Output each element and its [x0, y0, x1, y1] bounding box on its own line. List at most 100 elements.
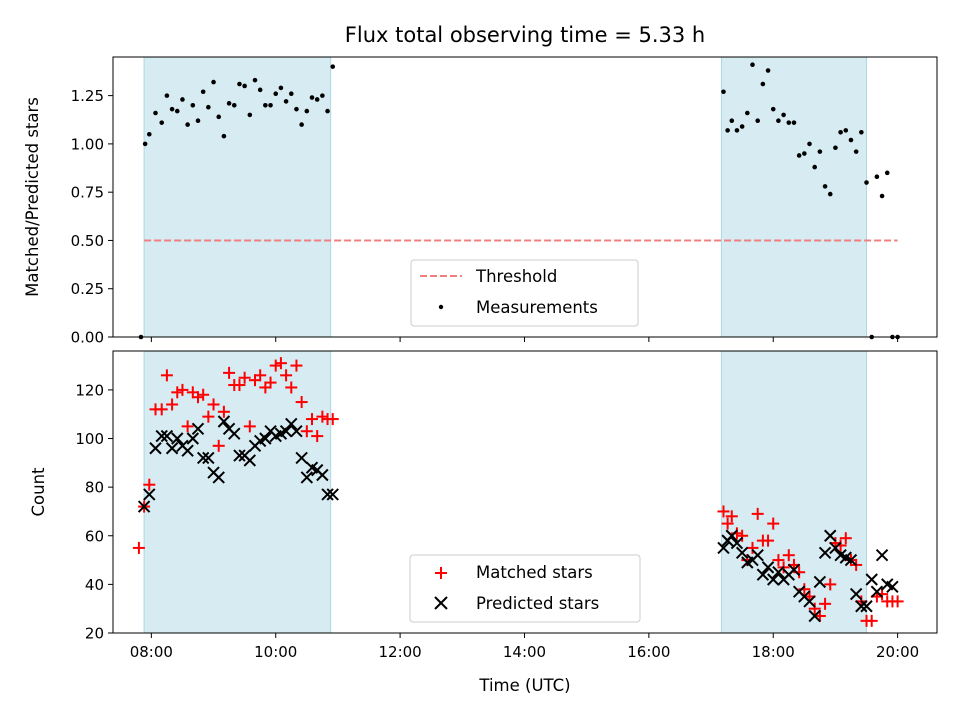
matched-star-point: [782, 549, 795, 562]
measurements-legend-swatch: [438, 304, 444, 310]
x-tick-label: 14:00: [503, 643, 546, 661]
predicted-star-point: [165, 442, 179, 455]
top-shaded-intervals: [143, 56, 868, 338]
measurement-point: [257, 87, 263, 93]
measurement-point: [848, 137, 854, 143]
measurement-point: [169, 106, 175, 112]
measurement-point: [864, 180, 869, 185]
matched-star-point: [762, 534, 775, 547]
predicted-star-point: [829, 541, 842, 555]
top-axes: 0.00 0.25 0.50 0.75 1.00 1.25 Flux total obse…: [23, 23, 938, 347]
measurement-point: [200, 89, 206, 95]
x-tick-label: 20:00: [876, 643, 919, 661]
measurement-point: [268, 102, 273, 108]
predicted-star-point: [730, 536, 744, 550]
predicted-star-point: [787, 563, 801, 577]
measurement-point: [314, 97, 320, 102]
predicted-star-point: [217, 415, 231, 428]
bottom-legend: Matched stars Predicted stars: [409, 554, 641, 623]
measurement-point: [185, 122, 190, 127]
measurement-point: [283, 99, 289, 104]
measurement-point: [879, 193, 885, 199]
measurement-point: [725, 128, 730, 133]
measurement-point: [781, 112, 786, 118]
top-shaded-interval-0: [143, 56, 332, 338]
top-y-ticks: 0.00 0.25 0.50 0.75 1.00 1.25: [71, 87, 113, 347]
measurement-point: [822, 184, 828, 189]
predicted-star-point: [860, 600, 873, 613]
measurement-point: [216, 114, 222, 120]
predicted-star-point: [149, 442, 162, 455]
measurement-point: [164, 93, 170, 98]
bottom-axes-frame: [112, 350, 938, 634]
top-x-ticks: [150, 337, 899, 342]
matched-star-point: [865, 614, 878, 627]
predicted-star-point: [870, 585, 884, 598]
bottom-y-axis-label: Count: [29, 467, 48, 517]
legend-label-predicted: Predicted stars: [476, 594, 599, 613]
bottom-y-tick-label: 100: [75, 430, 104, 448]
measurement-point: [190, 102, 196, 108]
matched-star-point: [736, 529, 749, 542]
matched-star-point: [290, 359, 303, 372]
predicted-star-point: [295, 451, 308, 465]
top-axes-frame: [112, 56, 938, 338]
matched-star-point: [264, 376, 277, 389]
measurement-point: [791, 120, 797, 125]
measurement-point: [153, 110, 158, 116]
bottom-y-tick-label: 120: [75, 381, 104, 399]
top-y-tick-label: 0.75: [71, 184, 104, 202]
predicted-star-point: [321, 488, 334, 501]
measurement-point: [206, 104, 211, 110]
matched-star-point: [721, 517, 734, 530]
predicted-star-point: [228, 427, 241, 440]
measurement-point: [299, 122, 304, 127]
measurement-point: [786, 120, 792, 125]
predicted-star-point: [751, 548, 764, 562]
predicted-star-point: [772, 566, 785, 579]
predicted-star-point: [818, 546, 832, 559]
predicted-star-point: [725, 529, 738, 542]
measurement-point: [174, 108, 180, 114]
predicted-star-point: [875, 548, 889, 562]
bottom-shaded-interval-1: [720, 350, 868, 634]
measurement-point: [859, 130, 864, 135]
measurement-point: [833, 145, 838, 151]
measurement-point: [796, 153, 802, 158]
predicted-star-point: [813, 575, 827, 589]
predicted-star-point: [300, 471, 314, 484]
x-axis-label: Time (UTC): [478, 676, 570, 695]
measurement-point: [838, 130, 843, 135]
bottom-y-tick-label: 20: [85, 625, 104, 643]
measurement-point: [146, 131, 152, 137]
x-tick-label: 12:00: [378, 643, 421, 661]
matched-star-point: [295, 396, 308, 409]
measurement-point: [739, 124, 745, 129]
matched-star-point: [751, 507, 764, 520]
predicted-star-point: [824, 529, 837, 542]
measurement-point: [884, 170, 890, 176]
matched-star-point: [166, 398, 179, 411]
predicted-star-point: [259, 432, 272, 445]
matched-star-point: [160, 369, 173, 382]
matched-star-point: [306, 413, 319, 426]
bottom-y-tick-label: 80: [85, 479, 104, 497]
matched-star-point: [280, 369, 293, 382]
predicted-star-point: [196, 451, 210, 465]
matched-star-point: [207, 398, 220, 411]
matched-star-point: [717, 505, 730, 518]
measurement-point: [812, 164, 817, 170]
predicted-star-point: [761, 561, 775, 574]
measurement-point: [755, 118, 760, 124]
measurement-point: [247, 112, 253, 118]
predicted-star-point: [155, 429, 168, 443]
x-tick-label: 10:00: [254, 643, 297, 661]
matched-star-point: [311, 430, 324, 443]
predicted-star-point: [137, 500, 151, 513]
count-points: [132, 357, 904, 627]
predicted-star-point: [191, 422, 205, 436]
matched-star-point: [238, 371, 251, 384]
predicted-star-point: [316, 468, 329, 482]
x-tick-label: 08:00: [130, 643, 173, 661]
